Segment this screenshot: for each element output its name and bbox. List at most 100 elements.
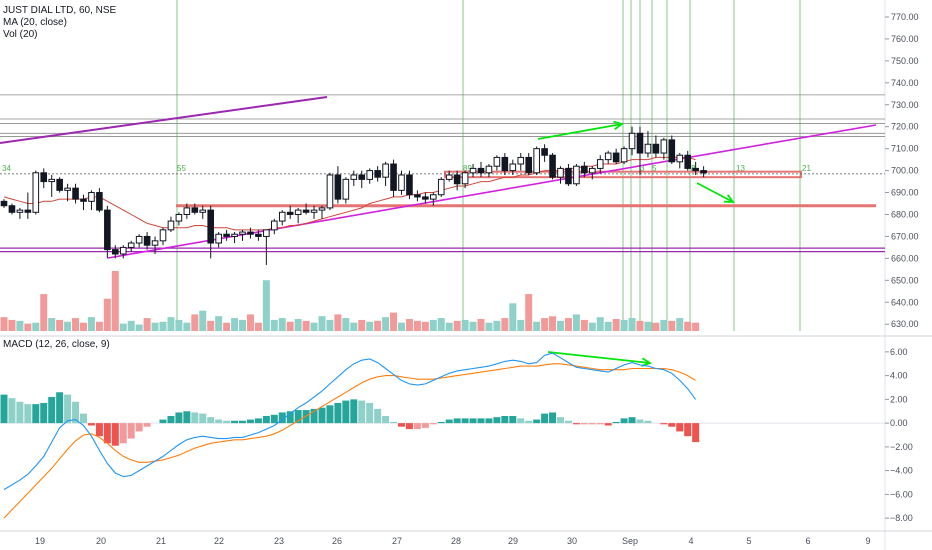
macd-histogram-bar (525, 420, 533, 424)
volume-bar (350, 322, 358, 331)
macd-histogram-bar (231, 420, 239, 424)
macd-histogram-bar (557, 417, 564, 424)
candle-body (437, 178, 445, 196)
macd-histogram-bar (660, 423, 668, 425)
candle-body (636, 132, 644, 154)
candle-body (652, 143, 660, 154)
macd-histogram-bar (286, 411, 294, 424)
candle-body (692, 167, 699, 172)
candle-body (199, 209, 207, 213)
macd-histogram-bar (262, 416, 270, 424)
candle-body (589, 167, 596, 174)
macd-histogram-bar (692, 423, 700, 443)
candle-body (581, 165, 588, 174)
candle-body (604, 152, 612, 161)
candle-body (159, 229, 167, 242)
macd-histogram-bar (429, 423, 437, 425)
candle-body (596, 159, 604, 169)
fib-time-label: 21 (802, 164, 811, 173)
candle-body (207, 209, 214, 244)
candle-body (517, 156, 525, 165)
macd-line (3, 352, 697, 491)
candle-body (32, 172, 40, 213)
macd-histogram-bar (64, 394, 72, 424)
volume-bar (223, 322, 231, 331)
volume-bar (636, 320, 644, 331)
candle-body (684, 154, 692, 169)
price-tick-label: 710.00 (891, 144, 919, 154)
macd-histogram-bar (0, 394, 8, 424)
macd-histogram-bar (294, 410, 302, 424)
time-axis-label: 4 (688, 536, 693, 546)
volume-bar (8, 319, 16, 331)
volume-bar (127, 320, 135, 331)
candle-body (40, 172, 48, 183)
volume-bar (501, 318, 509, 331)
candle-body (541, 148, 548, 156)
volume-bar (525, 294, 533, 331)
macd-histogram-bar (16, 401, 24, 424)
candle-body (398, 174, 405, 191)
candle-body (334, 174, 342, 200)
macd-histogram-bar (334, 402, 342, 424)
volume-bar (80, 322, 87, 331)
time-axis-label: 28 (451, 536, 461, 546)
volume-bar (533, 321, 541, 331)
volume-bar (612, 319, 620, 331)
candle-body (358, 174, 366, 180)
candle-body (24, 209, 32, 213)
volume-bar (596, 317, 604, 331)
macd-histogram-bar (175, 412, 183, 424)
time-axis-label: Sep (622, 536, 638, 546)
volume-bar (382, 317, 390, 331)
candle-body (16, 209, 24, 213)
macd-tick-label: −8.00 (890, 513, 913, 523)
volume-bar (342, 318, 350, 331)
ma-line (3, 156, 696, 231)
macd-histogram-bar (32, 404, 40, 424)
macd-histogram-bar (270, 414, 278, 424)
time-axis-label: 23 (274, 536, 284, 546)
macd-histogram-bar (358, 400, 366, 424)
volume-bar (398, 322, 405, 331)
macd-histogram-bar (580, 423, 588, 425)
chart-title: JUST DIAL LTD, 60, NSE (3, 5, 117, 16)
candle-body (239, 231, 246, 235)
macd-histogram-bar (326, 405, 334, 424)
candle-body (294, 209, 302, 215)
candle-body (88, 192, 95, 202)
price-tick-label: 740.00 (891, 78, 919, 88)
volume-bar (588, 322, 596, 331)
volume-bar (620, 319, 628, 331)
volume-bar (191, 314, 199, 331)
macd-histogram-bar (405, 423, 413, 430)
volume-bar (326, 319, 334, 331)
candle-body (135, 235, 143, 244)
candle-body (143, 235, 151, 246)
candle-body (509, 163, 517, 172)
volume-bar (477, 319, 485, 331)
volume-bar (64, 321, 72, 331)
candle-body (350, 174, 358, 180)
macd-histogram-bar (596, 423, 604, 425)
price-tick-label: 720.00 (891, 122, 919, 132)
volume-bar (334, 314, 342, 331)
volume-bar (16, 320, 24, 331)
volume-bar (48, 318, 56, 331)
macd-histogram-bar (8, 398, 16, 424)
price-tick-label: 760.00 (891, 34, 919, 44)
candle-body (278, 211, 286, 222)
candle-body (231, 233, 238, 237)
macd-histogram-bar (350, 399, 358, 424)
time-axis-label: 21 (156, 536, 166, 546)
candle-body (167, 220, 175, 231)
macd-histogram-bar (135, 423, 143, 432)
macd-histogram-bar (72, 401, 80, 424)
fib-time-label: 5 (652, 164, 657, 173)
candle-body (263, 229, 270, 237)
volume-bar (429, 319, 437, 331)
candle-body (112, 249, 119, 255)
volume-bar (366, 321, 374, 331)
time-axis-label: 29 (508, 536, 518, 546)
